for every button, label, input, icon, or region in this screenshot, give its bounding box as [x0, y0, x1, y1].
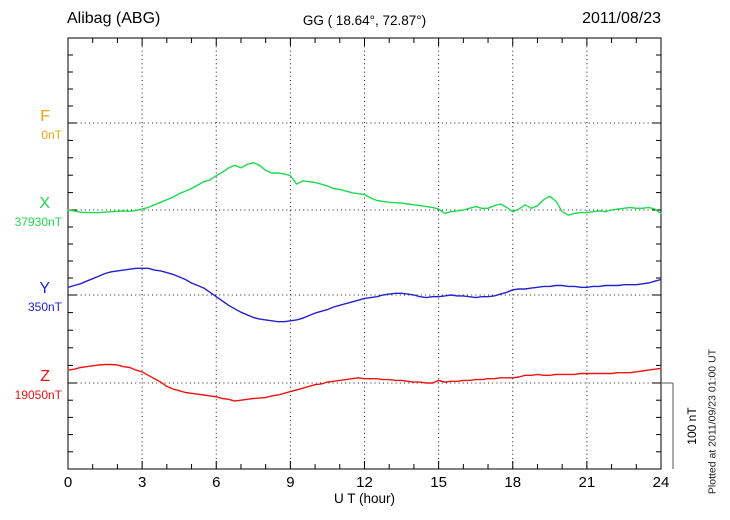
plot-date: 2011/08/23: [582, 10, 661, 27]
x-tick-label-3: 3: [137, 474, 147, 491]
channel-letter-y: Y: [39, 280, 50, 297]
x-tick-label-21: 21: [578, 474, 596, 491]
x-axis-label: U T (hour): [333, 491, 396, 506]
station-name: Alibag (ABG): [67, 10, 161, 27]
plot-frame: [67, 37, 662, 470]
channel-letter-f: F: [40, 108, 50, 125]
scale-bar-label: 100 nT: [685, 407, 699, 445]
x-tick-label-12: 12: [356, 474, 373, 491]
trace-X: [67, 161, 662, 216]
channel-baseline-y: 350nT: [27, 300, 62, 314]
geographic-coords: GG ( 18.64°, 72.87°): [302, 13, 427, 28]
x-tick-label-24: 24: [652, 474, 670, 491]
trace-Y: [67, 267, 662, 323]
x-tick-label-0: 0: [63, 474, 73, 491]
channel-baseline-f: 0nT: [41, 128, 62, 142]
plotted-at-note: Plotted at 2011/09/23 01:00 UT: [706, 348, 719, 495]
x-tick-label-6: 6: [212, 474, 221, 491]
x-tick-label-18: 18: [504, 474, 522, 491]
x-tick-label-15: 15: [430, 474, 447, 491]
channel-baseline-z: 19050nT: [14, 388, 62, 402]
channel-letter-z: Z: [40, 368, 50, 385]
x-tick-label-9: 9: [286, 474, 295, 491]
channel-baseline-x: 37930nT: [14, 215, 62, 229]
channel-letter-x: X: [39, 195, 50, 212]
trace-Z: [67, 363, 662, 402]
